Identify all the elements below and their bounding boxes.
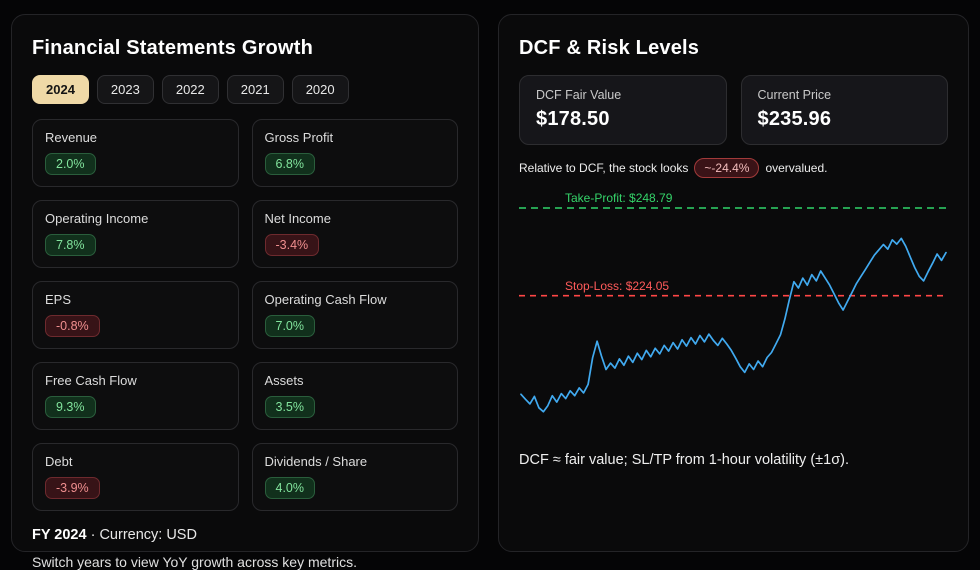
current-price: $235.96 <box>757 108 832 130</box>
fiscal-year-label: FY 2024 <box>32 527 87 543</box>
financial-growth-panel: Financial Statements Growth 2024 2023 20… <box>11 14 479 570</box>
stat-label: Current Price <box>757 88 832 102</box>
metric-card-operating-income: Operating Income 7.8% <box>32 200 239 268</box>
metric-value-badge: 7.8% <box>45 234 96 256</box>
year-tab-2021[interactable]: 2021 <box>226 75 284 104</box>
metric-grid: Revenue 2.0% Gross Profit 6.8% Operating… <box>32 119 458 511</box>
metric-label: Revenue <box>45 130 98 145</box>
metric-value-badge: 3.5% <box>264 396 315 418</box>
year-tab-2022[interactable]: 2022 <box>161 75 219 104</box>
metric-label: Free Cash Flow <box>45 373 137 388</box>
metric-label: EPS <box>45 292 72 307</box>
year-tab-2023[interactable]: 2023 <box>96 75 154 104</box>
dcf-risk-panel: DCF & Risk Levels DCF Fair Value $178.50… <box>498 14 969 552</box>
metric-label: Operating Income <box>45 211 149 226</box>
metric-value-badge: 2.0% <box>45 153 96 175</box>
year-tab-2020[interactable]: 2020 <box>291 75 349 104</box>
metric-card-operating-cash-flow: Operating Cash Flow 7.0% <box>251 281 458 349</box>
metric-card-revenue: Revenue 2.0% <box>32 119 239 187</box>
metric-label: Dividends / Share <box>264 454 368 469</box>
metric-value-badge: 7.0% <box>264 315 315 337</box>
metric-value-badge: -3.9% <box>45 477 100 499</box>
switch-years-hint: Switch years to view YoY growth across k… <box>32 554 357 570</box>
metric-label: Gross Profit <box>264 130 334 145</box>
financial-growth-title: Financial Statements Growth <box>32 37 314 59</box>
fiscal-year-summary: FY 2024 · Currency: USD <box>32 527 458 543</box>
metric-card-net-income: Net Income -3.4% <box>251 200 458 268</box>
stat-cards: DCF Fair Value $178.50 Current Price $23… <box>519 75 948 145</box>
metric-label: Assets <box>264 373 304 388</box>
metric-card-gross-profit: Gross Profit 6.8% <box>251 119 458 187</box>
overvaluation-badge: ~-24.4% <box>694 158 760 178</box>
metric-card-assets: Assets 3.5% <box>251 362 458 430</box>
chart-caption: DCF ≈ fair value; SL/TP from 1-hour vola… <box>519 452 849 468</box>
metric-card-dividends-per-share: Dividends / Share 4.0% <box>251 443 458 511</box>
price-chart: Take-Profit: $248.79 Stop-Loss: $224.05 <box>519 186 948 434</box>
metric-value-badge: 9.3% <box>45 396 96 418</box>
dcf-fair-value: $178.50 <box>536 108 610 130</box>
take-profit-label: Take-Profit: $248.79 <box>565 191 673 205</box>
valuation-note-suffix: overvalued. <box>765 161 828 175</box>
metric-label: Net Income <box>264 211 331 226</box>
valuation-note-prefix: Relative to DCF, the stock looks <box>519 161 689 175</box>
dcf-fair-value-card: DCF Fair Value $178.50 <box>519 75 727 145</box>
currency-label: · Currency: USD <box>86 527 197 543</box>
stop-loss-label: Stop-Loss: $224.05 <box>565 278 670 293</box>
dcf-risk-title: DCF & Risk Levels <box>519 37 700 59</box>
metric-label: Operating Cash Flow <box>264 292 387 307</box>
metric-value-badge: -3.4% <box>264 234 320 256</box>
metric-value-badge: 6.8% <box>264 153 315 175</box>
metric-card-eps: EPS -0.8% <box>32 281 239 349</box>
metric-value-badge: 4.0% <box>264 477 315 499</box>
valuation-note: Relative to DCF, the stock looks ~-24.4%… <box>519 158 948 178</box>
current-price-card: Current Price $235.96 <box>740 75 948 145</box>
metric-value-badge: -0.8% <box>45 315 100 337</box>
year-tabs: 2024 2023 2022 2021 2020 <box>32 75 458 104</box>
metric-label: Debt <box>45 454 73 469</box>
metric-card-free-cash-flow: Free Cash Flow 9.3% <box>32 362 239 430</box>
stat-label: DCF Fair Value <box>536 88 622 102</box>
metric-card-debt: Debt -3.9% <box>32 443 239 511</box>
year-tab-2024[interactable]: 2024 <box>32 75 89 104</box>
